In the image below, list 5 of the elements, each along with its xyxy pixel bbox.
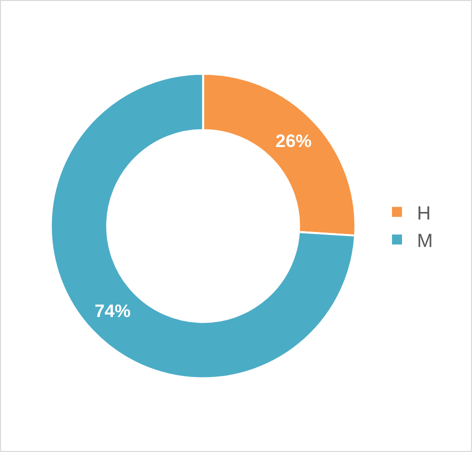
legend-label: H — [417, 203, 431, 224]
data-label: 26% — [276, 131, 312, 152]
data-label: 74% — [94, 300, 131, 321]
legend-label: M — [417, 230, 433, 252]
donut-slice — [50, 72, 356, 380]
